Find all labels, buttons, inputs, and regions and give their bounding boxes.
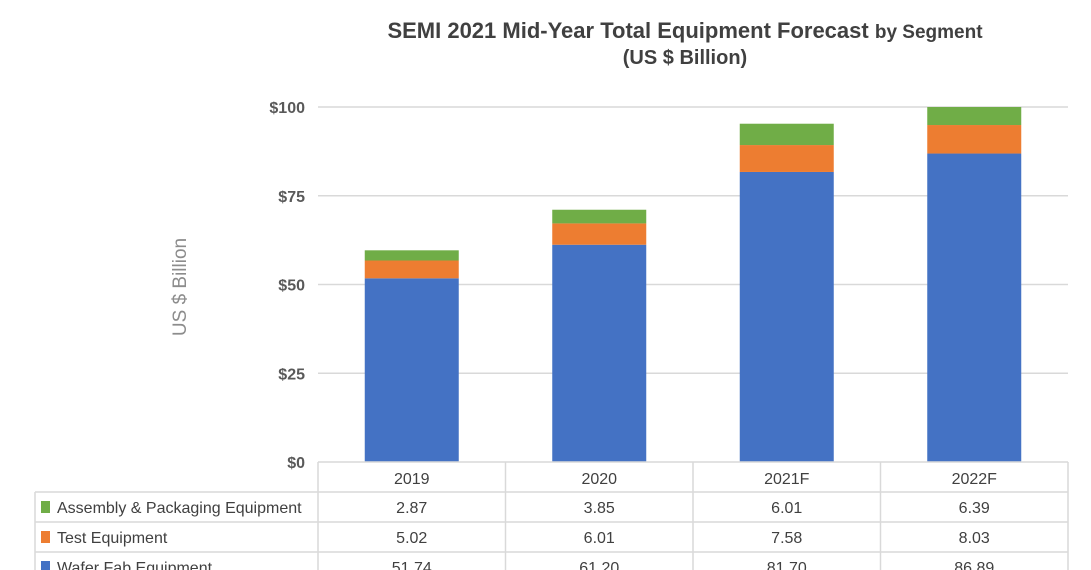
bar-segment-test-equipment	[739, 145, 834, 172]
bar-segment-wafer-fab-equipment	[739, 171, 834, 462]
chart-title-suffix: by Segment	[874, 22, 983, 43]
y-tick-label: $75	[278, 189, 305, 206]
data-table-value: 61.20	[579, 560, 619, 570]
data-table-value: 2.87	[396, 500, 427, 517]
category-label: 2021F	[764, 471, 810, 488]
data-table-value: 7.58	[771, 530, 802, 547]
bar-segment-assembly-packaging-equipment	[552, 209, 647, 224]
chart-subtitle: (US $ Billion)	[622, 47, 748, 69]
y-tick-label: $25	[278, 366, 305, 383]
bar-segment-wafer-fab-equipment	[364, 278, 459, 462]
data-table-value: 6.01	[771, 500, 802, 517]
data-table-value: 3.85	[584, 500, 615, 517]
bar-segment-wafer-fab-equipment	[927, 153, 1022, 462]
legend-swatch	[41, 501, 50, 513]
category-label: 2019	[394, 471, 430, 488]
chart-title: SEMI 2021 Mid-Year Total Equipment Forec…	[280, 18, 1090, 44]
category-label: 2022F	[952, 471, 998, 488]
bar-segment-wafer-fab-equipment	[552, 244, 647, 462]
legend-label: Wafer Fab Equipment	[57, 560, 213, 570]
bar-segment-assembly-packaging-equipment	[739, 123, 834, 146]
chart-title-main: SEMI 2021 Mid-Year Total Equipment Forec…	[387, 18, 869, 43]
data-table-value: 6.39	[959, 500, 990, 517]
bar-segment-assembly-packaging-equipment	[364, 250, 459, 261]
data-table-value: 6.01	[584, 530, 615, 547]
y-tick-label: $100	[269, 100, 305, 117]
data-table-value: 81.70	[767, 560, 807, 570]
bar-segment-test-equipment	[364, 260, 459, 279]
data-table-value: 5.02	[396, 530, 427, 547]
legend-swatch	[41, 531, 50, 543]
bar-segment-test-equipment	[552, 223, 647, 245]
data-table-value: 8.03	[959, 530, 990, 547]
legend-label: Test Equipment	[57, 530, 168, 547]
y-tick-label: $50	[278, 278, 305, 295]
legend-swatch	[41, 561, 50, 570]
bar-segment-test-equipment	[927, 125, 1022, 154]
category-label: 2020	[581, 471, 617, 488]
y-tick-label: $0	[287, 455, 305, 472]
y-axis-label: US $ Billion	[170, 238, 191, 336]
data-table-value: 86.89	[954, 560, 994, 570]
legend-label: Assembly & Packaging Equipment	[57, 500, 302, 517]
bar-segment-assembly-packaging-equipment	[927, 107, 1022, 126]
data-table-value: 51.74	[392, 560, 432, 570]
